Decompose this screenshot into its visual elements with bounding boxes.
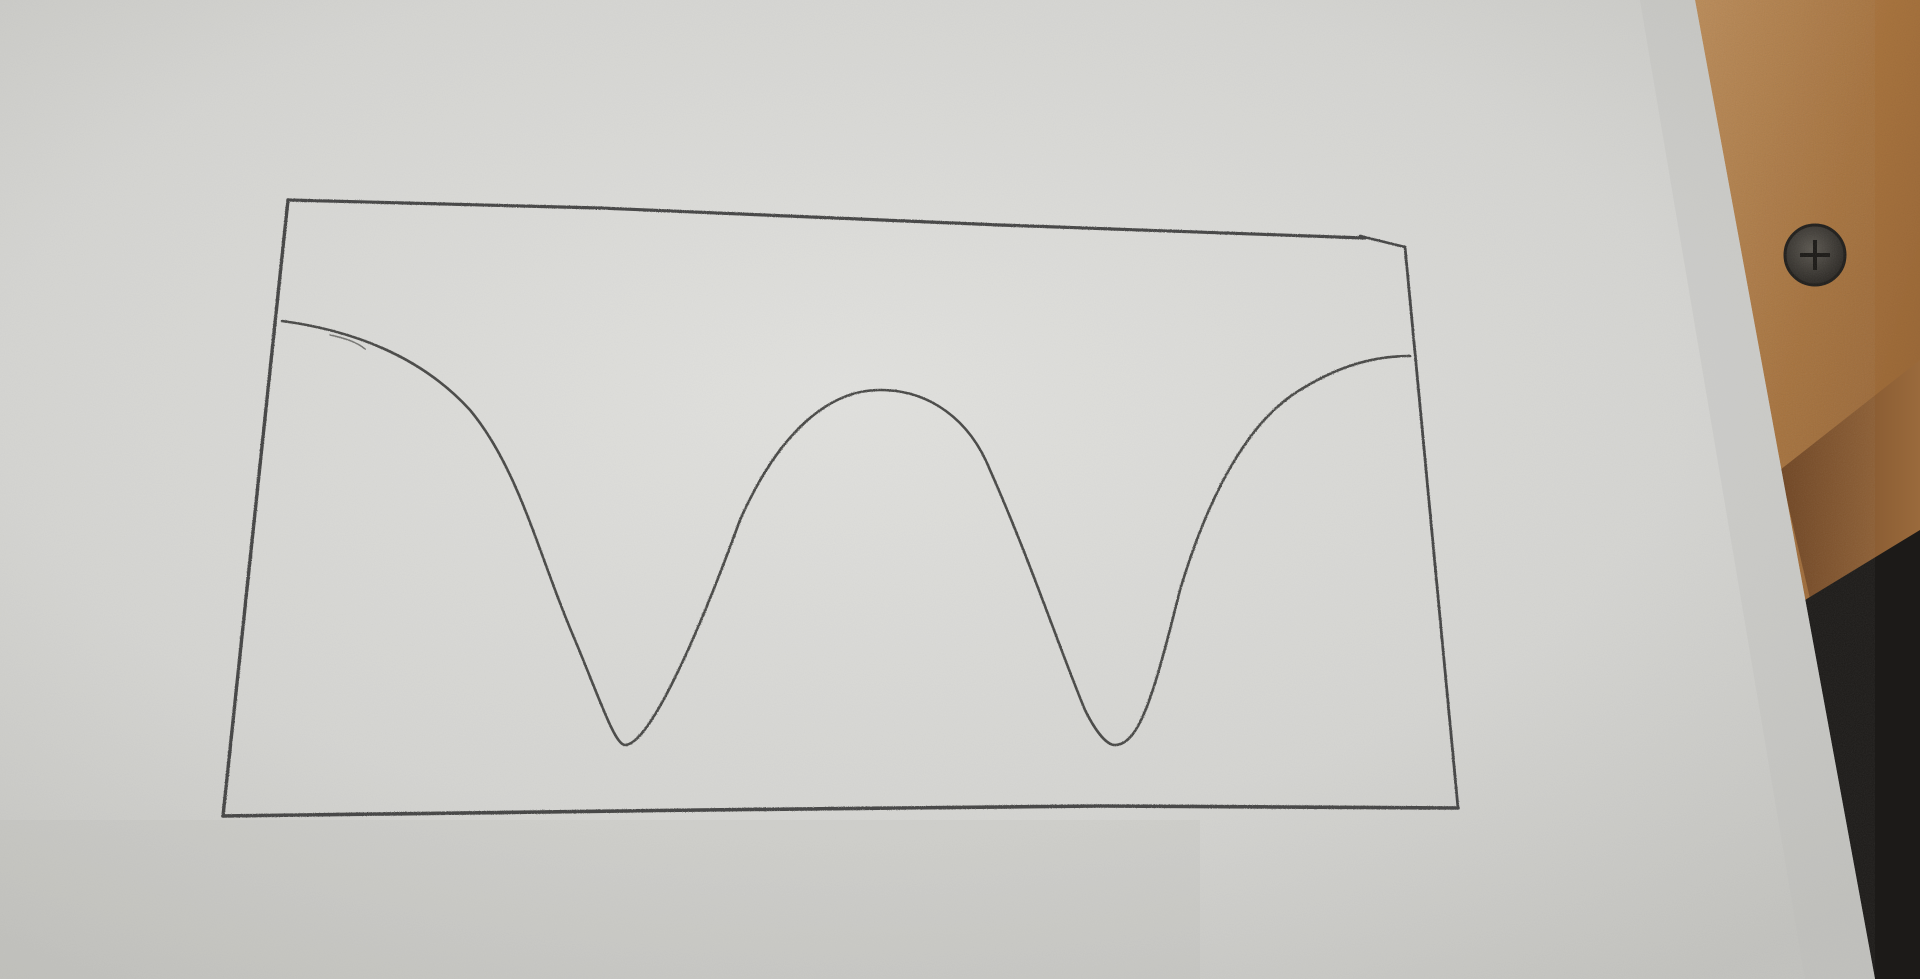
screw-icon: [1785, 225, 1845, 285]
paper-sheet: [0, 0, 1875, 979]
